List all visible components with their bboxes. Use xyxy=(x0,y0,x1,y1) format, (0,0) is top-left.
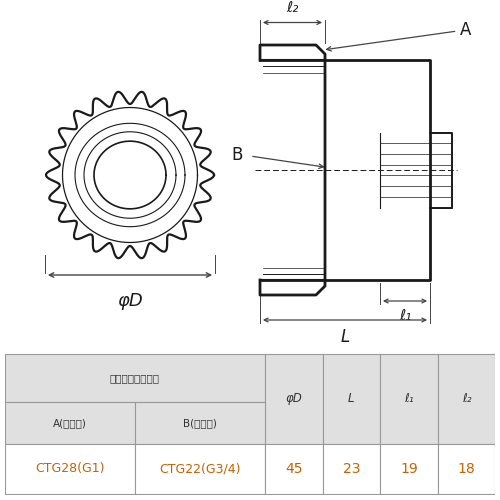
Bar xyxy=(322,354,380,444)
Text: B: B xyxy=(231,146,242,164)
Text: 23: 23 xyxy=(342,462,360,475)
Text: 19: 19 xyxy=(400,462,418,475)
Bar xyxy=(5,402,135,444)
Text: φD: φD xyxy=(117,292,143,310)
Bar xyxy=(5,354,264,403)
Bar xyxy=(264,444,322,494)
Text: A: A xyxy=(460,21,471,39)
Text: 18: 18 xyxy=(458,462,475,475)
Text: ℓ₁: ℓ₁ xyxy=(404,392,414,406)
Bar xyxy=(438,354,495,444)
Text: B(めねじ): B(めねじ) xyxy=(183,418,216,428)
Text: 45: 45 xyxy=(285,462,302,475)
Text: A(おねじ): A(おねじ) xyxy=(53,418,87,428)
Bar xyxy=(264,354,322,444)
Text: CTG22(G3/4): CTG22(G3/4) xyxy=(159,462,240,475)
Text: φD: φD xyxy=(285,392,302,406)
Bar xyxy=(438,444,495,494)
Text: ℓ₂: ℓ₂ xyxy=(286,0,298,15)
Text: L: L xyxy=(340,328,349,345)
Text: ℓ₂: ℓ₂ xyxy=(462,392,471,406)
Bar xyxy=(135,402,264,444)
Bar xyxy=(380,444,438,494)
Text: ℓ₁: ℓ₁ xyxy=(399,308,411,324)
Bar xyxy=(380,354,438,444)
Text: L: L xyxy=(348,392,354,406)
Text: 受け口ねじの呼び: 受け口ねじの呼び xyxy=(110,373,160,383)
Bar xyxy=(5,444,135,494)
Bar xyxy=(322,444,380,494)
Bar xyxy=(135,444,264,494)
Text: CTG28(G1): CTG28(G1) xyxy=(35,462,104,475)
